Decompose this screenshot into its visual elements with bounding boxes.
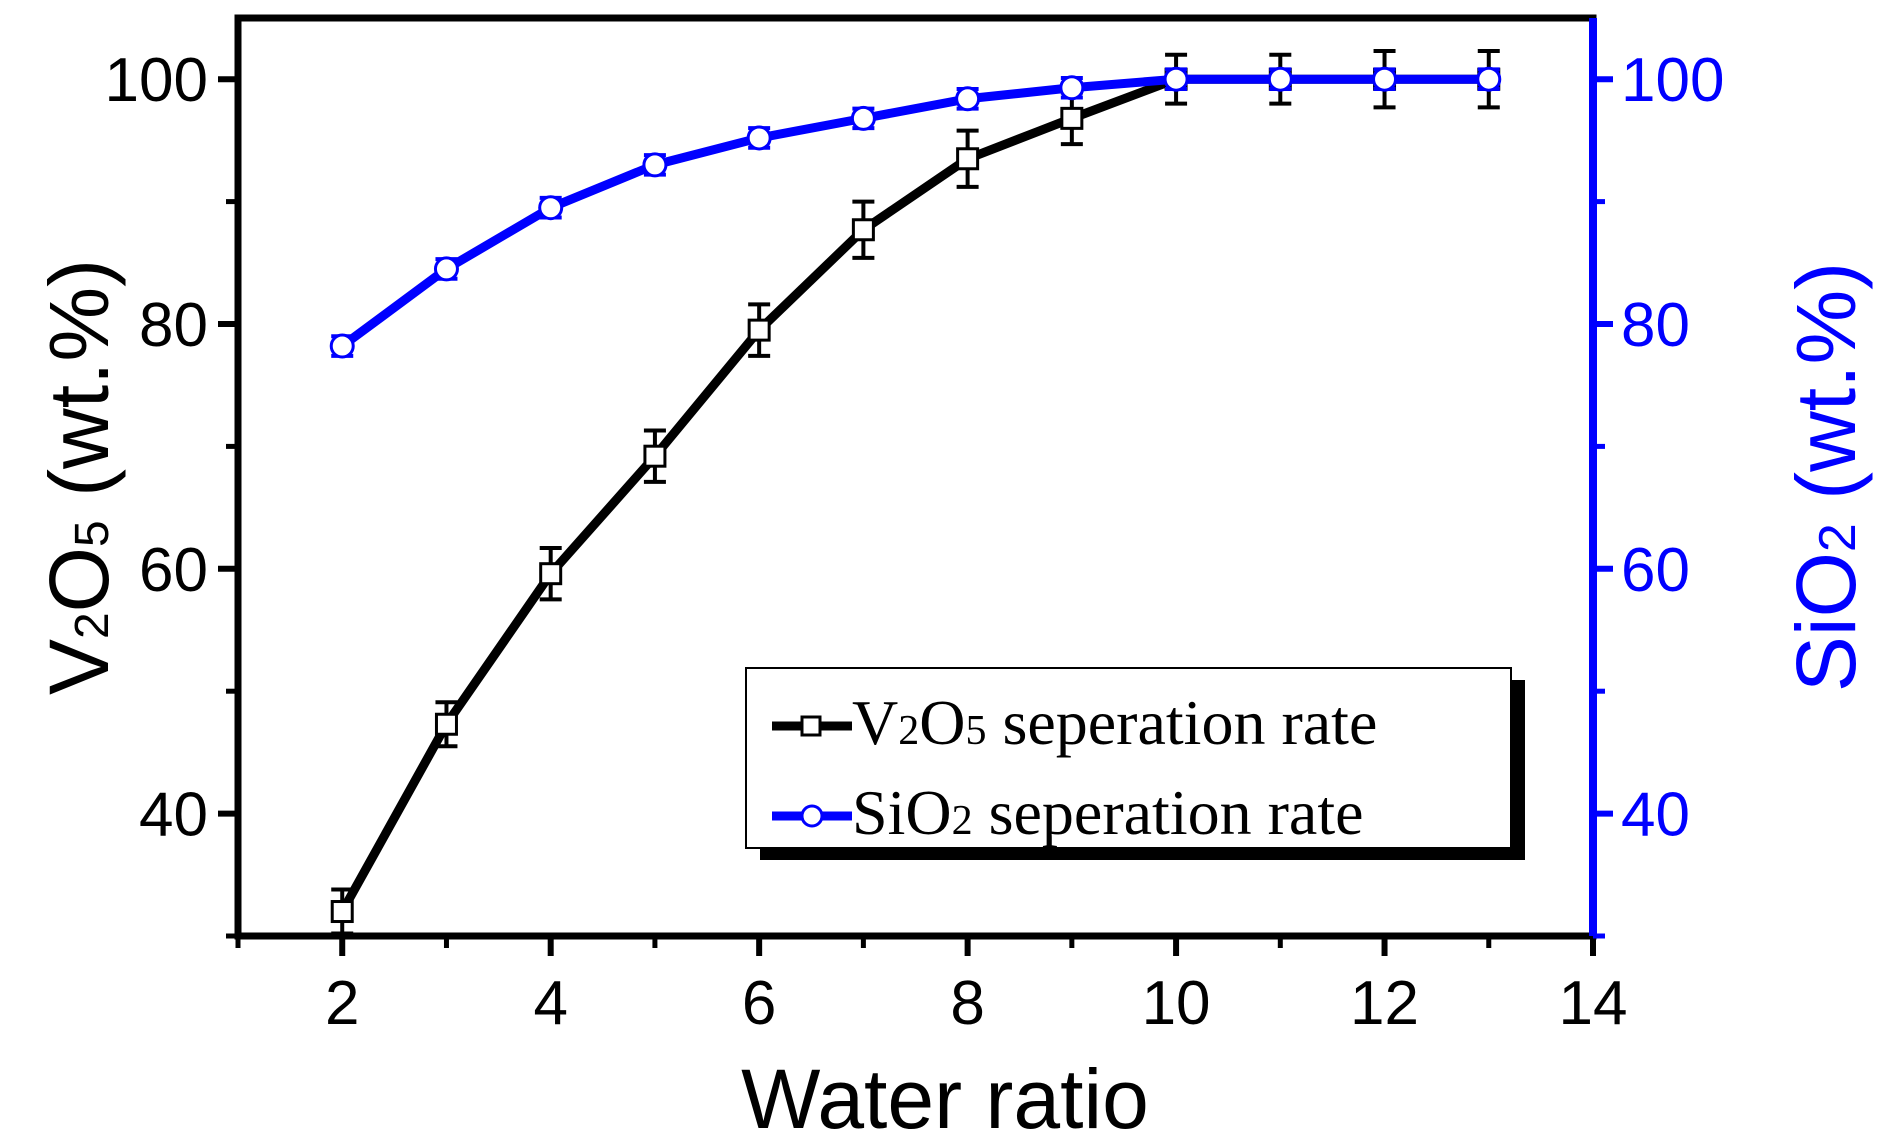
legend-v2o5-marker [800,715,822,737]
data-point-v2o5 [851,218,875,242]
legend-sio2-label: SiO2 seperation rate [852,777,1364,848]
data-point-v2o5 [643,444,667,468]
x-tick-label: 8 [950,969,984,1038]
x-tick-label: 6 [742,969,776,1038]
x-tick-label: 10 [1142,969,1211,1038]
data-point-sio2 [642,152,668,178]
data-point-sio2 [329,333,355,359]
legend-box [745,667,1512,849]
x-tick-label: 2 [325,969,359,1038]
right-y-tick-label: 60 [1621,536,1690,605]
data-point-v2o5 [434,712,458,736]
left-y-axis-ticks: 40 60 80 100 [105,46,238,939]
legend-v2o5-label: V2O5 seperation rate [852,687,1377,758]
right-y-tick-label: 100 [1621,46,1724,115]
x-axis-title: Water ratio [741,1052,1149,1146]
left-y-tick-label: 100 [105,46,208,115]
right-y-tick-label: 80 [1621,291,1690,360]
data-point-v2o5 [747,318,771,342]
x-axis-ticks: 2 4 6 8 10 12 14 [235,936,1628,1038]
left-y-tick-label: 40 [139,781,208,850]
data-point-sio2 [1476,66,1502,92]
series-sio2 [329,66,1502,359]
data-point-sio2 [850,105,876,131]
series-layer [329,49,1502,936]
data-point-sio2 [433,256,459,282]
data-point-v2o5 [956,147,980,171]
data-point-sio2 [1059,75,1085,101]
data-point-sio2 [538,195,564,221]
series-line-sio2 [339,74,1489,350]
data-point-sio2 [955,86,981,112]
legend: V2O5 seperation rate SiO2 seperation rat… [745,667,1525,860]
right-y-axis-title: SiO2 (wt.%) [1779,262,1873,692]
data-point-v2o5 [539,562,563,586]
legend-entry-v2o5: V2O5 seperation rate [772,687,1377,758]
left-y-axis-title: V2O5 (wt.%) [32,259,126,695]
data-point-sio2 [746,125,772,151]
data-point-v2o5 [1060,106,1084,130]
left-y-tick-label: 80 [139,291,208,360]
data-point-v2o5 [330,900,354,924]
x-tick-label: 4 [533,969,567,1038]
legend-entry-sio2: SiO2 seperation rate [772,777,1364,848]
data-point-sio2 [1163,66,1189,92]
data-point-sio2 [1372,66,1398,92]
left-y-tick-label: 60 [139,536,208,605]
right-y-axis-ticks: 40 60 80 100 [1593,46,1724,939]
x-tick-label: 14 [1559,969,1628,1038]
right-y-tick-label: 40 [1621,781,1690,850]
legend-sio2-marker [800,804,824,828]
x-tick-label: 12 [1350,969,1419,1038]
data-point-sio2 [1267,66,1293,92]
